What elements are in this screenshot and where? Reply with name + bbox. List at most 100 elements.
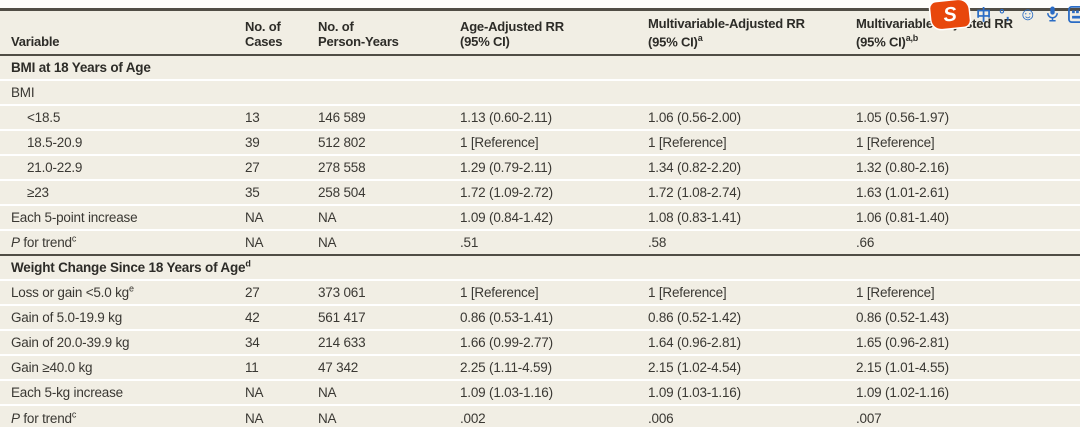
row-label: P for trendc [11, 233, 77, 251]
cell: 2.25 (1.11-4.59) [460, 360, 552, 376]
cell: 1.08 (0.83-1.41) [648, 210, 741, 226]
chinese-mode-button[interactable]: 中 [975, 2, 992, 26]
cell: .51 [460, 235, 479, 251]
cell: 561 417 [318, 310, 366, 326]
table-row: 21.0-22.9 27 278 558 1.29 (0.79-2.11) 1.34 (… [0, 156, 1080, 182]
table-row: Gain of 20.0-39.9 kg 34 214 633 1.66 (0.99-… [0, 331, 1080, 357]
table-header-row: Variable No. of Cases No. of Person-Year… [0, 11, 1080, 57]
cell: NA [318, 385, 337, 401]
cell: 373 061 [318, 285, 366, 301]
row-label: 21.0-22.9 [27, 160, 83, 176]
table-row: Loss or gain <5.0 kge 27 373 061 1 [Referen… [0, 281, 1080, 307]
cell: 1.66 (0.99-2.77) [460, 335, 553, 351]
cell: 1.09 (1.02-1.16) [856, 385, 949, 401]
cell: 1.72 (1.09-2.72) [460, 185, 553, 201]
cell: 47 342 [318, 360, 359, 376]
column-header-variable: Variable [0, 34, 245, 49]
cell: 0.86 (0.52-1.43) [856, 310, 949, 326]
cell: 1.64 (0.96-2.81) [648, 335, 741, 351]
cell: .006 [648, 411, 674, 427]
column-header-age-adjusted-rr: Age-Adjusted RR (95% CI) [460, 19, 648, 49]
cell: 1.63 (1.01-2.61) [856, 185, 949, 201]
row-label: Each 5-point increase [11, 210, 138, 226]
cell: NA [245, 385, 264, 401]
cell: 1 [Reference] [648, 285, 727, 301]
row-label: Weight Change Since 18 Years of Aged [11, 258, 251, 276]
row-label: Gain of 20.0-39.9 kg [11, 335, 130, 351]
sogou-ime-toolbar: S 中 °, ☺ [929, 0, 1080, 30]
table-row: Each 5-point increase NA NA 1.09 (0.84-1.42… [0, 206, 1080, 232]
cell: 1.29 (0.79-2.11) [460, 160, 552, 176]
cell: 1 [Reference] [648, 135, 727, 151]
cell: 1 [Reference] [460, 285, 539, 301]
row-label: Loss or gain <5.0 kge [11, 283, 134, 301]
cell: NA [245, 210, 264, 226]
column-header-no-of-cases: No. of Cases [245, 19, 318, 49]
cell: 39 [245, 135, 260, 151]
row-label: Each 5-kg increase [11, 385, 123, 401]
cell: 13 [245, 110, 260, 126]
cell: 2.15 (1.01-4.55) [856, 360, 949, 376]
column-header-label: (95% CI)a,b [856, 33, 919, 50]
cell: .66 [856, 235, 875, 251]
rr-table: Variable No. of Cases No. of Person-Year… [0, 8, 1080, 427]
section-header-row: Weight Change Since 18 Years of Aged [0, 256, 1080, 282]
section-header-row: BMI at 18 Years of Age [0, 56, 1080, 82]
column-header-label: No. of [245, 19, 281, 35]
cell: NA [245, 235, 264, 251]
emoji-button[interactable]: ☺ [1018, 2, 1038, 26]
table-row: <18.5 13 146 589 1.13 (0.60-2.11) 1.06 (0.56… [0, 106, 1080, 132]
column-header-person-years: No. of Person-Years [318, 19, 460, 49]
cell: 1.65 (0.96-2.81) [856, 335, 949, 351]
punctuation-icon: °, [999, 6, 1011, 22]
cell: 1 [Reference] [856, 285, 935, 301]
cell: 27 [245, 160, 260, 176]
cell: 34 [245, 335, 260, 351]
cell: 1.32 (0.80-2.16) [856, 160, 949, 176]
row-label: P for trendc [11, 409, 77, 427]
cell: 1.09 (1.03-1.16) [648, 385, 741, 401]
row-label: Gain ≥40.0 kg [11, 360, 93, 376]
cell: .002 [460, 411, 486, 427]
cell: .007 [856, 411, 882, 427]
column-header-label: Multivariable-Adjusted RR [648, 16, 805, 31]
table-row: Gain ≥40.0 kg 11 47 342 2.25 (1.11-4.59) 2.1… [0, 356, 1080, 382]
row-label: 18.5-20.9 [27, 135, 83, 151]
table-row: 18.5-20.9 39 512 802 1 [Reference] 1 [Refere… [0, 131, 1080, 157]
cell: NA [318, 235, 337, 251]
column-header-label: Age-Adjusted RR [460, 19, 564, 35]
cell: 214 633 [318, 335, 366, 351]
cell: 2.15 (1.02-4.54) [648, 360, 741, 376]
cell: 512 802 [318, 135, 366, 151]
cell: 1.05 (0.56-1.97) [856, 110, 949, 126]
chinese-mode-icon: 中 [976, 6, 992, 24]
column-header-label: No. of [318, 19, 354, 35]
table-body: BMI at 18 Years of Age BMI <18.5 13 146 589 1… [0, 56, 1080, 427]
cell: 258 504 [318, 185, 366, 201]
toolbox-button[interactable] [1067, 2, 1080, 26]
row-label: BMI [11, 85, 35, 101]
cell: 0.86 (0.52-1.42) [648, 310, 741, 326]
cell: 11 [245, 360, 259, 376]
cell: .58 [648, 235, 667, 251]
cell: NA [318, 210, 337, 226]
table-row: Each 5-kg increase NA NA 1.09 (1.03-1.16) 1.… [0, 381, 1080, 407]
sogou-logo-button[interactable]: S [929, 0, 971, 30]
table-row: BMI [0, 81, 1080, 107]
keyboard-icon [1068, 5, 1080, 23]
sogou-s-icon: S [942, 2, 958, 26]
smiley-icon: ☺ [1018, 3, 1037, 24]
table-row: P for trendc NA NA .51 .58 .66 [0, 231, 1080, 257]
microphone-icon [1047, 6, 1058, 22]
column-header-label: Person-Years [318, 34, 399, 50]
cell: 42 [245, 310, 260, 326]
cell: 1.06 (0.81-1.40) [856, 210, 949, 226]
cell: 1.34 (0.82-2.20) [648, 160, 741, 176]
cell: 1 [Reference] [856, 135, 935, 151]
cell: 1.72 (1.08-2.74) [648, 185, 741, 201]
punctuation-mode-button[interactable]: °, [998, 2, 1012, 26]
column-header-label: (95% CI)a [648, 33, 703, 50]
column-header-label: (95% CI) [460, 34, 510, 50]
voice-input-button[interactable] [1044, 2, 1061, 26]
cell: 35 [245, 185, 260, 201]
